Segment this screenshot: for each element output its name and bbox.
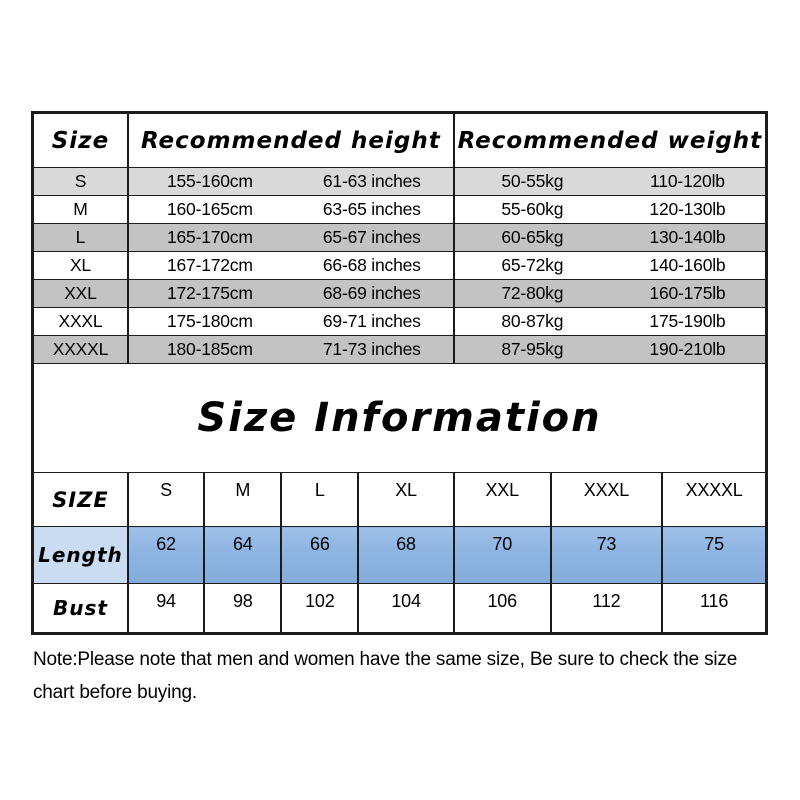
height-inches-value: 66-68 inches bbox=[322, 255, 421, 276]
height-inches-value: 63-65 inches bbox=[322, 199, 421, 220]
height-cm-value: 155-160cm bbox=[166, 171, 253, 192]
column-header-xl: XL bbox=[357, 472, 455, 527]
weight-cell: 80-87kg 175-190lb bbox=[452, 307, 768, 336]
bust-row: Bust 94 98 102 104 106 112 116 bbox=[31, 583, 768, 634]
weight-lb-value: 190-210lb bbox=[649, 339, 726, 360]
table-row-xl: XL 167-172cm 66-68 inches 65-72kg 140-160l… bbox=[31, 251, 768, 280]
recommended-weight-header: Recommended weight bbox=[452, 112, 768, 168]
column-header-xxxxl: XXXXL bbox=[661, 472, 768, 527]
weight-cell: 65-72kg 140-160lb bbox=[452, 251, 768, 280]
weight-lb-value: 120-130lb bbox=[649, 199, 726, 220]
height-inches-value: 65-67 inches bbox=[322, 227, 421, 248]
length-value: 70 bbox=[452, 526, 552, 584]
measurement-table-header-row: SIZE S M L XL XXL XXXL XXXXL bbox=[31, 472, 768, 527]
height-cell: 167-172cm 66-68 inches bbox=[126, 251, 455, 280]
table-row-l: L 165-170cm 65-67 inches 60-65kg 130-140lb bbox=[31, 223, 768, 252]
weight-kg-value: 72-80kg bbox=[501, 283, 564, 304]
weight-kg-value: 50-55kg bbox=[501, 171, 564, 192]
height-cm-value: 180-185cm bbox=[166, 339, 253, 360]
height-inches-value: 61-63 inches bbox=[322, 171, 421, 192]
size-cell: S bbox=[31, 167, 129, 196]
height-cm-value: 172-175cm bbox=[166, 283, 253, 304]
bust-value: 106 bbox=[452, 583, 552, 634]
column-header-m: M bbox=[203, 472, 283, 527]
size-cell: XXXL bbox=[31, 307, 129, 336]
size-chart-table: Size Recommended height Recommended weig… bbox=[31, 111, 768, 635]
size-column-header: Size bbox=[31, 112, 129, 168]
weight-kg-value: 55-60kg bbox=[501, 199, 564, 220]
measurement-size-label: SIZE bbox=[31, 472, 129, 527]
weight-cell: 72-80kg 160-175lb bbox=[452, 279, 768, 308]
height-cell: 175-180cm 69-71 inches bbox=[126, 307, 455, 336]
table-row-xxxl: XXXL 175-180cm 69-71 inches 80-87kg 175-19… bbox=[31, 307, 768, 336]
bust-value: 98 bbox=[203, 583, 283, 634]
length-value: 62 bbox=[126, 526, 206, 584]
recommend-table-header-row: Size Recommended height Recommended weig… bbox=[31, 112, 768, 168]
height-cm-value: 165-170cm bbox=[166, 227, 253, 248]
weight-kg-value: 60-65kg bbox=[501, 227, 564, 248]
size-cell: M bbox=[31, 195, 129, 224]
column-header-s: S bbox=[126, 472, 206, 527]
weight-cell: 55-60kg 120-130lb bbox=[452, 195, 768, 224]
bust-row-label: Bust bbox=[31, 583, 129, 634]
height-cell: 180-185cm 71-73 inches bbox=[126, 335, 455, 364]
length-value: 66 bbox=[280, 526, 360, 584]
height-inches-value: 68-69 inches bbox=[322, 283, 421, 304]
height-cell: 155-160cm 61-63 inches bbox=[126, 167, 455, 196]
size-information-title: Size Information bbox=[197, 395, 602, 441]
length-value: 75 bbox=[661, 526, 768, 584]
size-cell: L bbox=[31, 223, 129, 252]
weight-lb-value: 175-190lb bbox=[649, 311, 726, 332]
length-row: Length 62 64 66 68 70 73 75 bbox=[31, 526, 768, 584]
column-header-xxxl: XXXL bbox=[549, 472, 664, 527]
height-cm-value: 167-172cm bbox=[166, 255, 253, 276]
bust-value: 116 bbox=[661, 583, 768, 634]
size-chart-container: Size Recommended height Recommended weig… bbox=[31, 111, 768, 635]
column-header-l: L bbox=[280, 472, 360, 527]
table-row-m: M 160-165cm 63-65 inches 55-60kg 120-130lb bbox=[31, 195, 768, 224]
recommended-height-header: Recommended height bbox=[126, 112, 455, 168]
bust-value: 94 bbox=[126, 583, 206, 634]
height-inches-value: 71-73 inches bbox=[322, 339, 421, 360]
title-row: Size Information bbox=[31, 363, 768, 473]
length-value: 73 bbox=[549, 526, 664, 584]
weight-cell: 60-65kg 130-140lb bbox=[452, 223, 768, 252]
height-cell: 165-170cm 65-67 inches bbox=[126, 223, 455, 252]
bust-value: 112 bbox=[549, 583, 664, 634]
length-value: 64 bbox=[203, 526, 283, 584]
size-information-title-cell: Size Information bbox=[31, 363, 768, 473]
height-cell: 172-175cm 68-69 inches bbox=[126, 279, 455, 308]
weight-lb-value: 140-160lb bbox=[649, 255, 726, 276]
weight-kg-value: 65-72kg bbox=[501, 255, 564, 276]
table-row-xxl: XXL 172-175cm 68-69 inches 72-80kg 160-175… bbox=[31, 279, 768, 308]
bust-value: 104 bbox=[357, 583, 455, 634]
weight-lb-value: 160-175lb bbox=[649, 283, 726, 304]
weight-cell: 87-95kg 190-210lb bbox=[452, 335, 768, 364]
weight-kg-value: 87-95kg bbox=[501, 339, 564, 360]
table-row-s: S 155-160cm 61-63 inches 50-55kg 110-120lb bbox=[31, 167, 768, 196]
length-row-label: Length bbox=[31, 526, 129, 584]
size-cell: XXL bbox=[31, 279, 129, 308]
bust-value: 102 bbox=[280, 583, 360, 634]
weight-kg-value: 80-87kg bbox=[501, 311, 564, 332]
height-cell: 160-165cm 63-65 inches bbox=[126, 195, 455, 224]
height-cm-value: 175-180cm bbox=[166, 311, 253, 332]
weight-cell: 50-55kg 110-120lb bbox=[452, 167, 768, 196]
table-row-xxxxl: XXXXL 180-185cm 71-73 inches 87-95kg 190-2… bbox=[31, 335, 768, 364]
length-value: 68 bbox=[357, 526, 455, 584]
note-text: Note:Please note that men and women have… bbox=[33, 649, 738, 703]
height-inches-value: 69-71 inches bbox=[322, 311, 421, 332]
weight-lb-value: 130-140lb bbox=[649, 227, 726, 248]
weight-lb-value: 110-120lb bbox=[650, 171, 725, 192]
height-cm-value: 160-165cm bbox=[166, 199, 253, 220]
size-cell: XXXXL bbox=[31, 335, 129, 364]
column-header-xxl: XXL bbox=[452, 472, 552, 527]
size-cell: XL bbox=[31, 251, 129, 280]
